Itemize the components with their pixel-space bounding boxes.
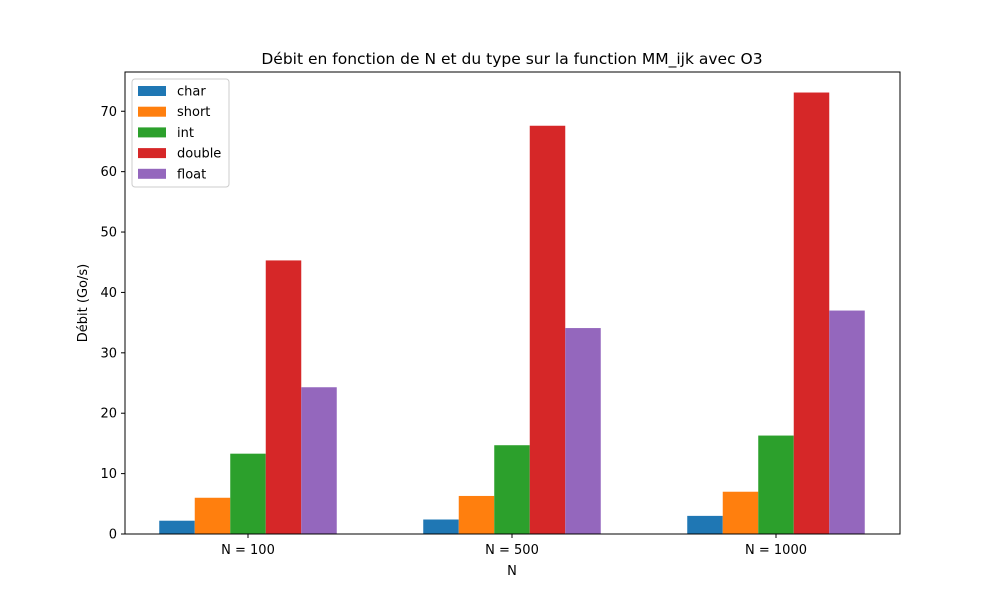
bar-double-2 [793,92,830,534]
x-axis-ticks: N = 100 N = 500 N = 1000 [221,534,807,558]
y-tick-label: 60 [100,165,117,180]
y-axis-ticks: 0 10 20 30 40 50 60 70 [100,105,125,543]
bars-group [159,92,865,534]
bar-int-0 [230,453,266,534]
legend-label-float: float [177,167,206,182]
x-tick-label: N = 500 [485,543,539,558]
bar-double-1 [529,125,566,534]
x-tick-label: N = 1000 [745,543,807,558]
y-tick-label: 40 [100,286,117,301]
legend-swatch-char [138,86,166,96]
bar-double-0 [265,260,302,534]
x-tick-label: N = 100 [221,543,275,558]
legend-box [131,78,230,188]
chart-title: Débit en fonction de N et du type sur la… [261,50,762,69]
bar-char-2 [687,515,723,534]
legend-label-char: char [177,85,206,100]
bar-short-1 [458,495,495,534]
legend-label-int: int [177,126,194,141]
y-axis-label: Débit (Go/s) [76,264,91,342]
y-tick-label: 10 [100,467,117,482]
bar-float-0 [301,387,337,534]
legend-swatch-short [138,106,166,117]
y-tick-label: 20 [100,407,117,422]
y-tick-label: 70 [100,105,117,120]
bar-float-1 [565,328,601,534]
bar-int-2 [758,435,794,534]
legend-swatch-int [138,127,166,138]
legend-swatch-float [138,168,166,179]
legend-label-double: double [177,147,221,162]
x-axis-label: N [507,564,517,579]
y-tick-label: 0 [109,528,117,543]
plot-frame [124,71,901,535]
bar-int-1 [494,445,530,534]
bar-char-1 [423,519,459,534]
legend-label-short: short [177,105,210,120]
legend: char short int double float [131,78,230,188]
bar-short-0 [194,497,231,534]
bar-short-2 [722,491,759,534]
bar-char-0 [159,520,195,534]
y-tick-label: 50 [100,226,117,241]
y-tick-label: 30 [100,346,117,361]
legend-swatch-double [138,148,166,159]
bar-float-2 [829,310,865,534]
